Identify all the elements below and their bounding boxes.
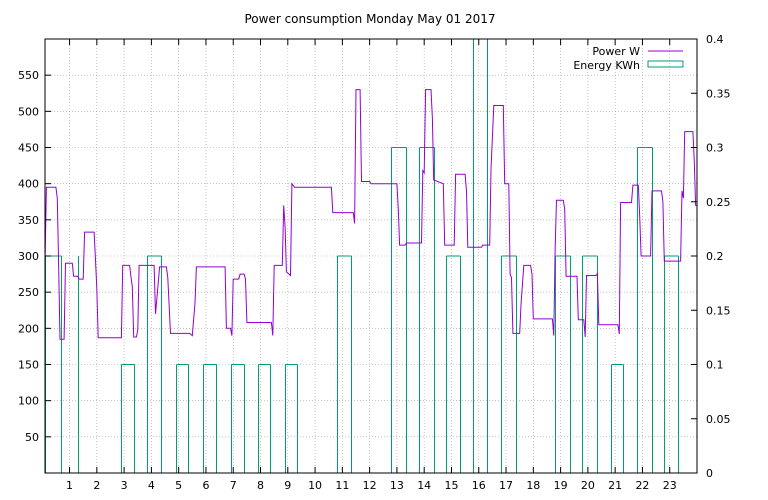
x-tick-label: 16 xyxy=(472,479,486,492)
x-tick-label: 15 xyxy=(444,479,458,492)
x-tick-label: 19 xyxy=(554,479,568,492)
y-right-tick-label: 0 xyxy=(706,467,713,480)
x-tick-label: 22 xyxy=(635,479,649,492)
y-left-tick-label: 400 xyxy=(18,178,39,191)
x-tick-label: 12 xyxy=(363,479,377,492)
x-tick-label: 5 xyxy=(175,479,182,492)
x-tick-label: 6 xyxy=(202,479,209,492)
power-series xyxy=(44,89,697,340)
x-tick-label: 10 xyxy=(308,479,322,492)
x-tick-label: 23 xyxy=(663,479,677,492)
x-tick-label: 20 xyxy=(581,479,595,492)
legend-swatch-energy xyxy=(647,60,684,68)
y-right-tick-label: 0.4 xyxy=(706,33,724,46)
legend-label-power: Power W xyxy=(592,45,640,58)
y-left-tick-label: 150 xyxy=(18,359,39,372)
legend: Power W Energy KWh xyxy=(573,45,684,72)
y-left-tick-label: 450 xyxy=(18,142,39,155)
x-tick-label: 17 xyxy=(499,479,513,492)
y-right-tick-label: 0.2 xyxy=(706,250,724,263)
x-tick-label: 21 xyxy=(608,479,622,492)
power-line xyxy=(44,89,697,340)
x-tick-label: 14 xyxy=(417,479,431,492)
y-right-tick-label: 0.3 xyxy=(706,142,724,155)
x-tick-label: 9 xyxy=(284,479,291,492)
y-right-tick-label: 0.1 xyxy=(706,359,724,372)
y-right-tick-label: 0.05 xyxy=(706,413,731,426)
y-left-tick-label: 300 xyxy=(18,250,39,263)
energy-series xyxy=(45,38,679,473)
x-tick-label: 4 xyxy=(148,479,155,492)
x-tick-label: 7 xyxy=(230,479,237,492)
y-left-tick-label: 250 xyxy=(18,286,39,299)
y-left-tick-label: 100 xyxy=(18,395,39,408)
x-tick-label: 11 xyxy=(335,479,349,492)
x-tick-label: 18 xyxy=(526,479,540,492)
y-right-tick-label: 0.35 xyxy=(706,87,731,100)
chart-title: Power consumption Monday May 01 2017 xyxy=(244,12,495,26)
y-left-tick-label: 50 xyxy=(25,431,39,444)
plot-frame xyxy=(44,38,698,474)
x-tick-label: 8 xyxy=(257,479,264,492)
x-tick-label: 1 xyxy=(66,479,73,492)
y-right-tick-label: 0.15 xyxy=(706,304,731,317)
x-tick-label: 13 xyxy=(390,479,404,492)
legend-label-energy: Energy KWh xyxy=(573,59,640,72)
x-tick-label: 3 xyxy=(121,479,128,492)
y-left-tick-label: 550 xyxy=(18,69,39,82)
grid-lines xyxy=(45,39,697,473)
x-tick-label: 2 xyxy=(93,479,100,492)
y-left-tick-label: 500 xyxy=(18,105,39,118)
axis-ticks: 1 2 3 4 5 6 7 8 9 10 11 12 13 14 15 16 17 18 19 20 21 22 23501… xyxy=(18,33,731,492)
y-right-tick-label: 0.25 xyxy=(706,196,731,209)
y-left-tick-label: 350 xyxy=(18,214,39,227)
y-left-tick-label: 200 xyxy=(18,322,39,335)
